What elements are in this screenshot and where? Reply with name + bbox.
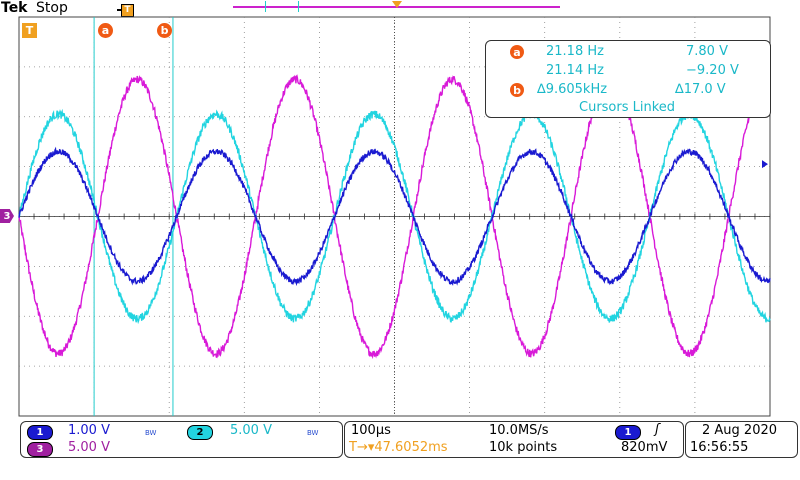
ch3-badge[interactable]: 3 <box>27 442 53 457</box>
cursors-linked-label: Cursors Linked <box>579 100 676 115</box>
cursor-a-volt: 7.80 V <box>686 44 728 59</box>
ch3-scale: 5.00 V <box>68 440 110 455</box>
date-label: 2 Aug 2020 <box>702 423 778 438</box>
waveform-plot <box>18 16 771 417</box>
cursor-b-badge: b <box>510 83 524 97</box>
channel-scale-box[interactable]: 1 1.00 V BW 2 5.00 V BW 3 5.00 V <box>20 421 343 458</box>
ch3-ground-marker[interactable]: 3 <box>0 209 14 223</box>
cursor-b-marker[interactable]: b <box>157 23 172 38</box>
cursor-delta-freq: ∆9.605kHz <box>537 82 608 97</box>
cursor-a-badge: a <box>510 45 524 59</box>
cursor-delta-volt: ∆17.0 V <box>675 82 726 97</box>
trigger-marker[interactable]: T <box>22 23 37 38</box>
cursor-a-marker[interactable]: a <box>98 23 113 38</box>
record-cursor-tick-a <box>265 1 266 12</box>
timebase-scale: 100µs <box>351 423 391 438</box>
trigger-level-marker <box>762 160 768 169</box>
cursor-readout-panel: a 21.18 Hz 7.80 V 21.14 Hz −9.20 V b ∆9.… <box>485 40 771 118</box>
record-trigger-icon: T <box>117 4 134 17</box>
ch2-bw-limit: BW <box>307 429 319 437</box>
ch2-waveform <box>18 108 771 325</box>
status-bar: 1 1.00 V BW 2 5.00 V BW 3 5.00 V 100µs T… <box>0 419 800 480</box>
ch2-badge[interactable]: 2 <box>187 425 213 440</box>
record-length: 10k points <box>489 440 558 455</box>
timebase-box[interactable]: 100µs T→▾47.6052ms 10.0MS/s 10k points 1… <box>344 421 684 458</box>
cursor-a-freq: 21.18 Hz <box>546 44 604 59</box>
ch1-bw-limit: BW <box>145 429 157 437</box>
cursor-b-freq: 21.14 Hz <box>546 63 604 78</box>
ch2-scale: 5.00 V <box>230 423 272 438</box>
acquisition-state: Stop <box>36 0 68 16</box>
sample-rate: 10.0MS/s <box>489 423 549 438</box>
trigger-slope-icon: ʃ <box>655 422 660 437</box>
cursor-b-volt: −9.20 V <box>686 63 739 78</box>
trigger-source-badge[interactable]: 1 <box>615 425 641 440</box>
brand-label: Tek <box>1 0 28 16</box>
ch1-badge[interactable]: 1 <box>27 425 53 440</box>
time-label: 16:56:55 <box>690 440 749 455</box>
ch1-waveform <box>18 146 771 287</box>
traces <box>18 74 771 360</box>
trigger-position: T→▾47.6052ms <box>349 440 448 455</box>
trigger-level: 820mV <box>621 440 668 455</box>
record-cursor-tick-b <box>298 1 299 12</box>
ch1-scale: 1.00 V <box>68 423 110 438</box>
cursor-lines <box>93 17 174 416</box>
level-markers <box>762 160 768 169</box>
ch3-waveform <box>18 74 771 360</box>
date-time-box: 2 Aug 2020 16:56:55 <box>685 421 798 458</box>
trigger-position-icon <box>392 1 402 8</box>
